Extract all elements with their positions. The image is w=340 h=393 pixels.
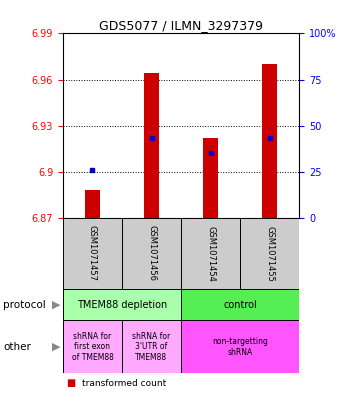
Text: transformed count: transformed count: [82, 379, 166, 387]
Bar: [63, 320, 122, 373]
Bar: [181, 320, 299, 373]
Text: control: control: [223, 299, 257, 310]
Bar: [144, 73, 159, 218]
Bar: [181, 218, 240, 289]
Bar: [181, 289, 299, 320]
Bar: [122, 218, 181, 289]
Text: GSM1071457: GSM1071457: [88, 226, 97, 281]
Bar: [85, 191, 100, 218]
Bar: [262, 64, 277, 218]
Text: non-targetting
shRNA: non-targetting shRNA: [212, 337, 268, 356]
Text: shRNA for
3'UTR of
TMEM88: shRNA for 3'UTR of TMEM88: [132, 332, 171, 362]
Bar: [240, 218, 299, 289]
Text: GSM1071456: GSM1071456: [147, 226, 156, 281]
Title: GDS5077 / ILMN_3297379: GDS5077 / ILMN_3297379: [99, 19, 263, 32]
Bar: [203, 138, 218, 218]
Text: protocol: protocol: [3, 299, 46, 310]
Text: ▶: ▶: [52, 342, 61, 352]
Text: other: other: [3, 342, 31, 352]
Text: GSM1071454: GSM1071454: [206, 226, 215, 281]
Text: ▶: ▶: [52, 299, 61, 310]
Text: ■: ■: [66, 378, 75, 388]
Bar: [63, 218, 122, 289]
Text: shRNA for
first exon
of TMEM88: shRNA for first exon of TMEM88: [71, 332, 113, 362]
Text: TMEM88 depletion: TMEM88 depletion: [77, 299, 167, 310]
Bar: [122, 320, 181, 373]
Text: GSM1071455: GSM1071455: [265, 226, 274, 281]
Bar: [63, 289, 181, 320]
